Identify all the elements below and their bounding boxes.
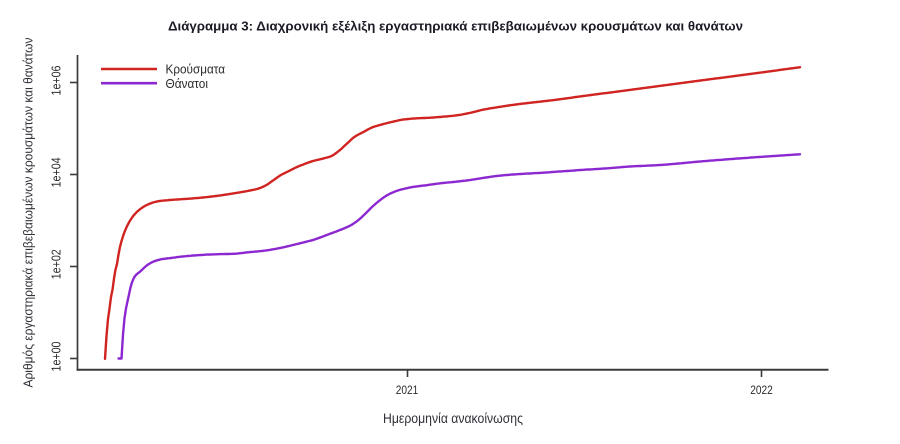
svg-text:2022: 2022 [750,383,773,397]
svg-text:Ημερομηνία ανακοίνωσης: Ημερομηνία ανακοίνωσης [383,411,523,426]
svg-text:Διάγραμμα 3: Διαχρονική εξέλιξ: Διάγραμμα 3: Διαχρονική εξέλιξη εργαστηρ… [168,19,743,34]
svg-text:Θάνατοι: Θάνατοι [166,76,209,91]
svg-text:2021: 2021 [396,383,419,397]
svg-text:Αριθμός εργαστηριακά επιβεβαιω: Αριθμός εργαστηριακά επιβεβαιωμένων κρου… [21,38,36,388]
svg-text:1e+04: 1e+04 [50,157,64,187]
svg-text:1e+02: 1e+02 [50,249,64,279]
svg-text:1e+00: 1e+00 [50,341,64,371]
svg-text:Κρούσματα: Κρούσματα [166,62,226,77]
svg-text:1e+06: 1e+06 [50,65,64,95]
